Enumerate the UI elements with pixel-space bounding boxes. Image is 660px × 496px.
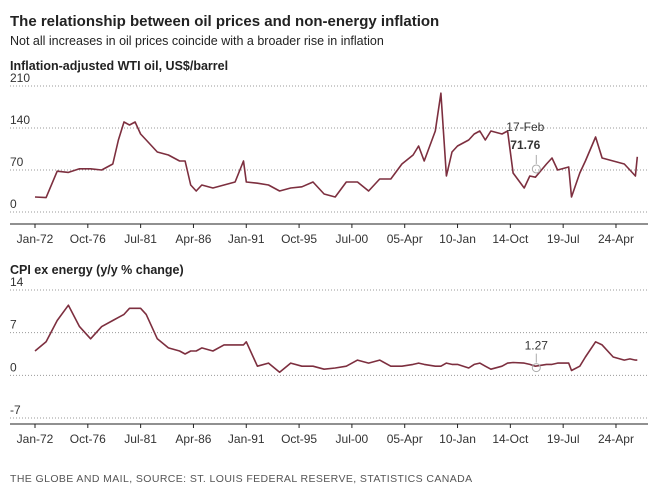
x-tick-label: Apr-86	[175, 232, 211, 246]
x-tick-label: Oct-76	[70, 432, 106, 446]
x-tick-label: Jan-72	[17, 232, 54, 246]
annotation-marker	[531, 164, 541, 174]
y-tick-label: 14	[10, 275, 24, 289]
x-tick-label: 05-Apr	[387, 232, 423, 246]
x-tick-label: Oct-95	[281, 432, 317, 446]
y-tick-label: 7	[10, 318, 17, 332]
x-tick-label: Jan-72	[17, 432, 54, 446]
data-line	[34, 92, 639, 199]
x-tick-label: 24-Apr	[598, 432, 634, 446]
x-tick-label: 14-Oct	[492, 432, 529, 446]
source-note: THE GLOBE AND MAIL, SOURCE: ST. LOUIS FE…	[10, 473, 473, 485]
x-tick-label: Oct-95	[281, 232, 317, 246]
x-tick-label: 10-Jan	[439, 432, 476, 446]
x-tick-label: 14-Oct	[492, 232, 529, 246]
x-tick-label: Jan-91	[228, 232, 265, 246]
annotation-value: 71.76	[510, 138, 540, 152]
section-label: Inflation-adjusted WTI oil, US$/barrel	[10, 59, 228, 73]
annotation-date: 17-Feb	[506, 120, 544, 134]
chart-subtitle: Not all increases in oil prices coincide…	[10, 34, 384, 48]
x-tick-label: 24-Apr	[598, 232, 634, 246]
data-line	[34, 304, 638, 374]
y-tick-label: 140	[10, 113, 30, 127]
x-tick-label: Jul-81	[124, 432, 157, 446]
y-tick-label: -7	[10, 403, 21, 417]
x-tick-label: Oct-76	[70, 232, 106, 246]
x-tick-label: Jul-00	[336, 232, 369, 246]
x-tick-label: 19-Jul	[547, 232, 580, 246]
y-tick-label: 0	[10, 197, 17, 211]
x-tick-label: Apr-86	[175, 432, 211, 446]
x-tick-label: 05-Apr	[387, 432, 423, 446]
y-tick-label: 70	[10, 155, 24, 169]
x-tick-label: 19-Jul	[547, 432, 580, 446]
x-tick-label: Jan-91	[228, 432, 265, 446]
annotation-value: 1.27	[525, 339, 549, 353]
y-tick-label: 0	[10, 360, 17, 374]
x-tick-label: Jul-00	[336, 432, 369, 446]
section-label: CPI ex energy (y/y % change)	[10, 263, 184, 277]
x-tick-label: 10-Jan	[439, 232, 476, 246]
annotation-marker	[531, 363, 541, 373]
chart-title: The relationship between oil prices and …	[10, 13, 439, 30]
x-tick-label: Jul-81	[124, 232, 157, 246]
y-tick-label: 210	[10, 71, 30, 85]
